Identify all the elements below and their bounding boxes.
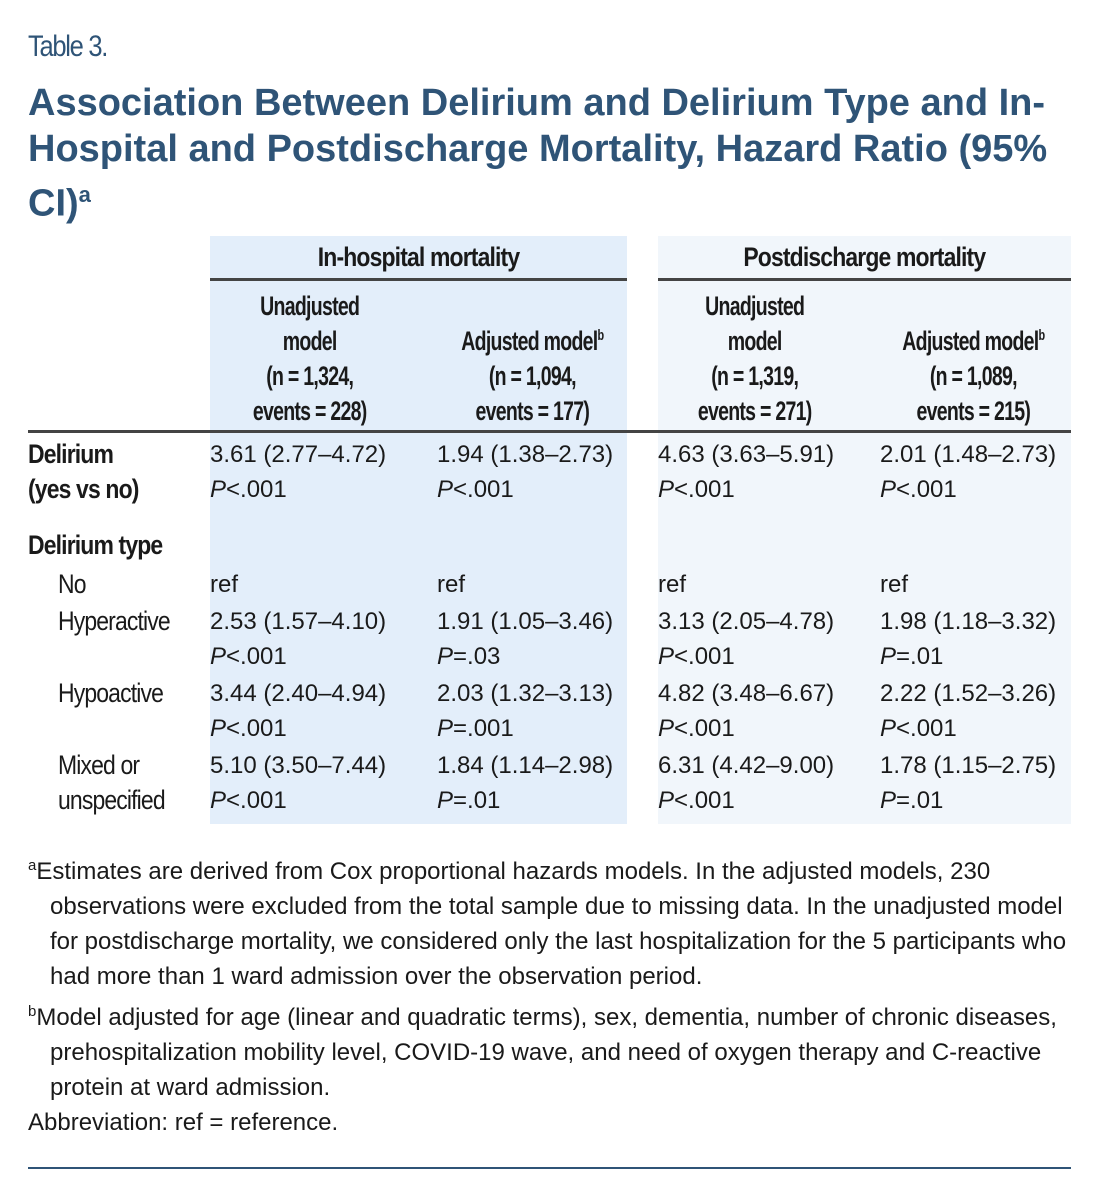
col-line: (n = 1,319, — [711, 361, 800, 391]
cell: 4.82 (3.48–6.67) P<.001 — [658, 680, 835, 742]
col-line: model — [283, 326, 338, 356]
cell: 2.53 (1.57–4.10) P<.001 — [210, 608, 387, 670]
col-line: Adjusted model — [901, 326, 1039, 356]
row-label: Hypoactive — [58, 678, 164, 708]
group-header-postdischarge: Postdischarge mortality — [658, 236, 1071, 281]
cell: 3.44 (2.40–4.94) P<.001 — [210, 680, 387, 742]
cell: 2.01 (1.48–2.73) P<.001 — [880, 441, 1057, 503]
cell: 1.91 (1.05–3.46) P=.03 — [437, 608, 614, 670]
footnotes: aEstimates are derived from Cox proporti… — [28, 848, 1078, 1140]
table-title: Association Between Delirium and Deliriu… — [28, 80, 1098, 227]
row-label: No — [58, 569, 86, 599]
col-line: (n = 1,324, — [266, 361, 355, 391]
footnote-marker: b — [597, 327, 604, 344]
postdischarge-shading — [658, 236, 1071, 824]
row-label: Delirium (yes vs no) — [28, 439, 139, 504]
cell: 5.10 (3.50–7.44) P<.001 — [210, 752, 387, 814]
title-text: Association Between Delirium and Deliriu… — [28, 82, 1048, 225]
group-label: Postdischarge mortality — [743, 242, 987, 272]
cell: 1.98 (1.18–3.32) P=.01 — [880, 608, 1057, 670]
header-rule — [28, 430, 1071, 433]
cell: 1.78 (1.15–2.75) P=.01 — [880, 752, 1057, 814]
col-line: (n = 1,089, — [929, 361, 1018, 391]
footnote-marker: b — [1038, 327, 1045, 344]
column-header: Unadjusted model (n = 1,319, events = 271) — [655, 285, 855, 429]
cell: ref — [437, 571, 466, 598]
abbreviations: Abbreviation: ref = reference. — [28, 1109, 339, 1136]
row-label: Mixed or unspecified — [58, 750, 166, 815]
group-label: In-hospital mortality — [317, 242, 520, 272]
footnote-marker: a — [78, 182, 91, 207]
col-line: Adjusted model — [460, 326, 598, 356]
cell: 6.31 (4.42–9.00) P<.001 — [658, 752, 835, 814]
footnote-b: bModel adjusted for age (linear and quad… — [28, 1003, 1057, 1101]
group-header-inhospital: In-hospital mortality — [210, 236, 627, 281]
bottom-rule — [28, 1167, 1071, 1169]
cell: ref — [210, 571, 239, 598]
cell: 3.13 (2.05–4.78) P<.001 — [658, 608, 835, 670]
col-line: (n = 1,094, — [488, 361, 577, 391]
footnote-a: aEstimates are derived from Cox proporti… — [28, 857, 1067, 990]
col-line: Unadjusted — [705, 291, 805, 321]
cell: ref — [658, 571, 687, 598]
col-line: events = 228) — [253, 396, 367, 426]
col-line: Unadjusted — [260, 291, 360, 321]
col-line: model — [728, 326, 783, 356]
cell: 3.61 (2.77–4.72) P<.001 — [210, 441, 387, 503]
cell: 2.22 (1.52–3.26) P<.001 — [880, 680, 1057, 742]
cell: 2.03 (1.32–3.13) P=.001 — [437, 680, 614, 742]
col-line: events = 177) — [475, 396, 589, 426]
cell: 1.84 (1.14–2.98) P=.01 — [437, 752, 614, 814]
cell: 4.63 (3.63–5.91) P<.001 — [658, 441, 835, 503]
column-header: Adjusted modelb (n = 1,094, events = 177) — [427, 285, 637, 429]
inhospital-shading — [210, 236, 627, 824]
table-label: Table 3. — [28, 30, 108, 63]
column-header: Adjusted modelb (n = 1,089, events = 215) — [868, 285, 1078, 429]
col-line: events = 271) — [698, 396, 812, 426]
cell: ref — [880, 571, 909, 598]
cell: 1.94 (1.38–2.73) P<.001 — [437, 441, 614, 503]
row-label: Delirium type — [28, 530, 163, 560]
row-label: Hyperactive — [58, 606, 171, 636]
col-line: events = 215) — [916, 396, 1030, 426]
column-header: Unadjusted model (n = 1,324, events = 228) — [210, 285, 410, 429]
